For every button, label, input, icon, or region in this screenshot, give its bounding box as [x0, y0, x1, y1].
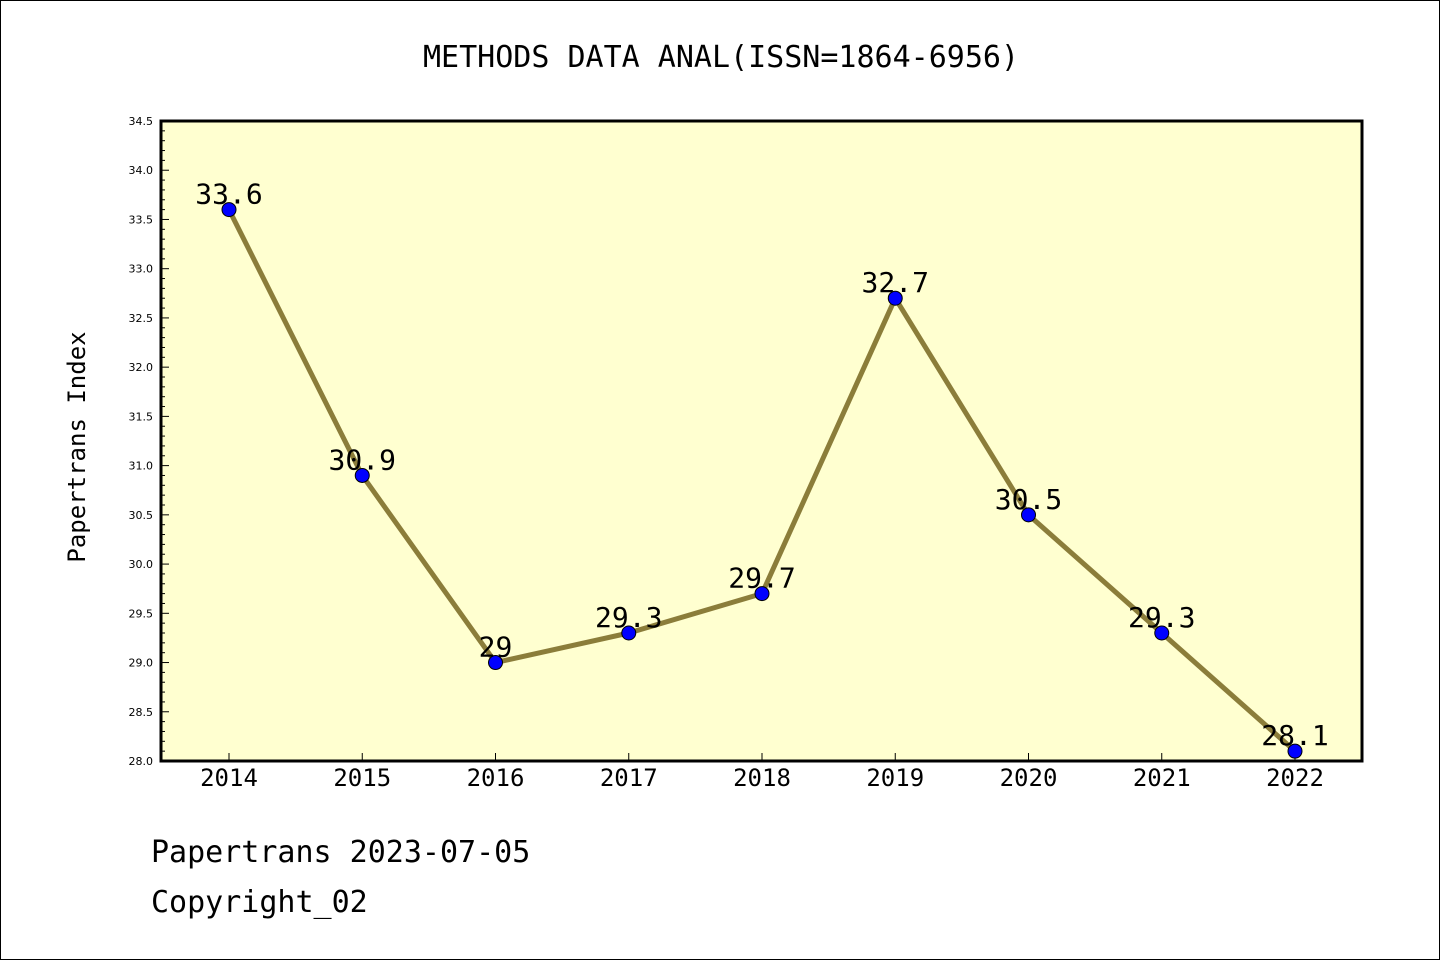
data-label: 28.1 [1261, 719, 1328, 752]
data-label: 29.7 [728, 562, 795, 595]
y-axis-ticks: 28.0 28.5 29.0 29.5 30.0 30.5 31.0 31.5 32.0 32.5… [129, 115, 169, 768]
data-point [1287, 743, 1303, 759]
y-tick-label: 32.0 [129, 361, 154, 374]
data-label: 29.3 [595, 601, 662, 634]
x-tick-label: 2014 [200, 764, 258, 792]
y-tick-label: 28.0 [129, 755, 154, 768]
chart-title: METHODS DATA ANAL(ISSN=1864-6956) [423, 40, 1019, 75]
data-label: 30.9 [329, 443, 396, 476]
data-point [754, 586, 770, 602]
y-tick-label: 29.0 [129, 657, 154, 670]
data-label: 33.6 [195, 178, 262, 211]
x-tick-label: 2016 [467, 764, 525, 792]
x-tick-label: 2022 [1266, 764, 1324, 792]
data-point [1154, 625, 1170, 641]
y-tick-label: 31.5 [129, 410, 154, 423]
y-tick-label: 28.5 [129, 706, 154, 719]
data-point [354, 467, 370, 483]
data-label: 32.7 [862, 266, 929, 299]
x-tick-label: 2021 [1133, 764, 1191, 792]
y-tick-label: 30.0 [129, 558, 154, 571]
data-label: 29 [479, 631, 513, 664]
y-tick-label: 30.5 [129, 509, 154, 522]
y-tick-label: 29.5 [129, 607, 154, 620]
x-tick-label: 2017 [600, 764, 658, 792]
y-tick-label: 34.0 [129, 164, 154, 177]
data-point [1021, 507, 1036, 523]
footer-copyright: Copyright_02 [151, 885, 368, 920]
data-point [887, 290, 903, 306]
plot-area [159, 119, 1364, 763]
x-tick-label: 2019 [866, 764, 924, 792]
y-tick-label: 32.5 [129, 312, 154, 325]
data-point [221, 202, 237, 218]
footer-date: Papertrans 2023-07-05 [151, 835, 531, 870]
data-point [621, 625, 637, 641]
data-point [488, 655, 503, 671]
data-label: 29.3 [1128, 601, 1195, 634]
y-axis-label: Papertrans Index [63, 331, 91, 562]
y-tick-label: 33.5 [129, 213, 154, 226]
y-tick-label: 33.0 [129, 263, 154, 276]
x-tick-label: 2015 [333, 764, 391, 792]
x-tick-label: 2018 [733, 764, 791, 792]
series-layer: 33.6 30.9 29 29.3 29.7 32.7 30.5 29.3 28.1 [195, 178, 1329, 759]
y-tick-label: 31.0 [129, 460, 154, 473]
x-axis-ticks: 2014 2015 2016 2017 2018 2019 2020 2021 2022 [200, 753, 1324, 792]
y-tick-label: 34.5 [129, 115, 154, 128]
x-tick-label: 2020 [1000, 764, 1058, 792]
data-label: 30.5 [995, 483, 1062, 516]
